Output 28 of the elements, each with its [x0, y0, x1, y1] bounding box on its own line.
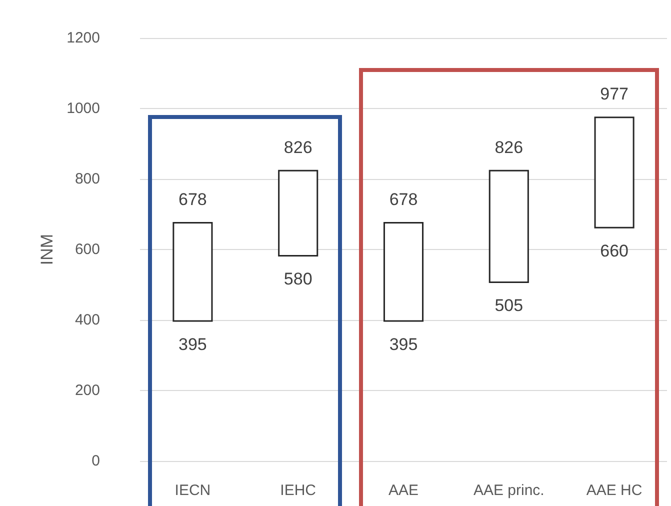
y-tick-label: 800: [74, 170, 100, 188]
annotation: 395: [178, 334, 207, 354]
y-tick-label: 1000: [66, 100, 100, 117]
x-tick-label: IECN: [174, 482, 211, 499]
bar: [488, 170, 529, 283]
y-axis-title: INM: [38, 234, 57, 266]
bar: [594, 116, 634, 228]
data-label: 826: [284, 138, 312, 157]
x-tick-label: IEHC: [280, 482, 316, 499]
y-tick-label: 600: [74, 241, 100, 258]
data-label: 678: [178, 190, 207, 210]
bar: [383, 222, 424, 322]
annotation: 580: [284, 270, 312, 289]
y-tick-label: 1200: [66, 30, 100, 46]
bar: [278, 170, 318, 257]
x-tick-label: AAE princ.: [473, 482, 544, 499]
data-label: 826: [494, 138, 524, 157]
y-tick-label: 400: [74, 312, 100, 328]
annotation: 395: [389, 334, 418, 354]
data-label: 977: [600, 84, 628, 104]
y-tick-label: 0: [92, 452, 100, 470]
y-tick-label: 200: [74, 382, 100, 399]
annotation: 660: [600, 241, 628, 260]
bar: [172, 222, 213, 322]
x-tick-label: AAE: [388, 482, 419, 499]
x-tick-label: AAE HC: [586, 482, 642, 499]
data-label: 678: [389, 190, 418, 210]
annotation: 505: [494, 296, 524, 315]
